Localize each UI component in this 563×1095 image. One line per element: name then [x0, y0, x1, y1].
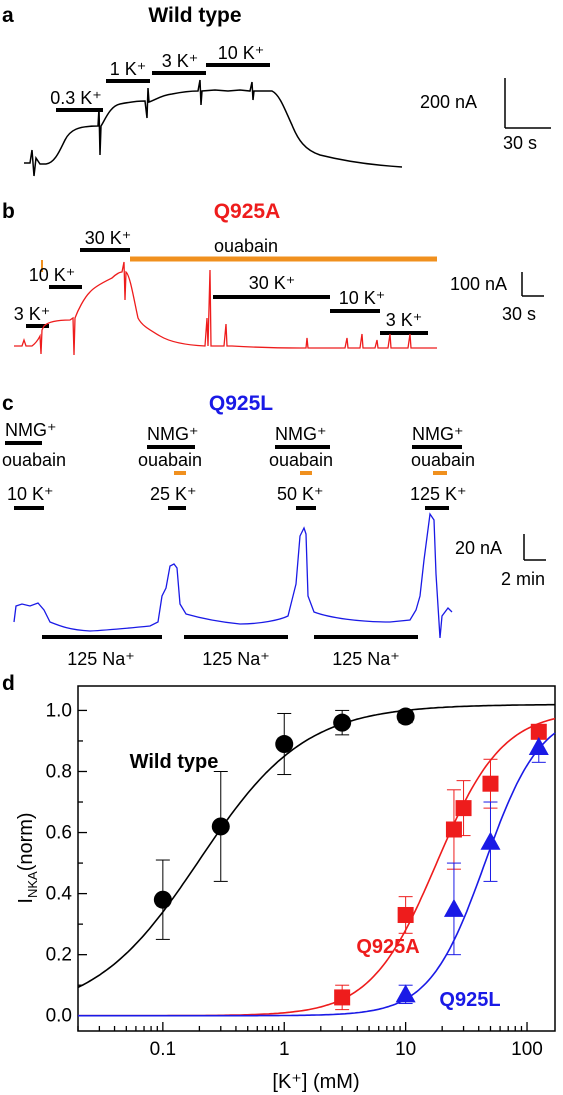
- data-point-square: [482, 775, 499, 792]
- series-labels: Wild type Q925A Q925L: [130, 751, 501, 1011]
- x-tick-label: 0.1: [150, 1039, 176, 1060]
- scale-bar-a: [504, 78, 551, 129]
- trace-q925l: [13, 512, 453, 639]
- data-point-circle: [275, 735, 294, 754]
- fit-curve-q925l: [78, 732, 556, 1017]
- panel-c-title: Q925L: [209, 392, 273, 415]
- data-point-square: [455, 800, 472, 817]
- bar-label-b-3k-2: 3 K⁺: [386, 310, 423, 330]
- scale-c-x: 2 min: [501, 569, 545, 589]
- x-tick-label: 100: [511, 1039, 543, 1060]
- y-tick-label: 0.6: [46, 823, 72, 844]
- data-point-square: [530, 723, 547, 740]
- bar-label-0.3k: 0.3 K⁺: [50, 88, 102, 108]
- panel-b-bars: [26, 248, 428, 335]
- fit-curve-wild-type: [77, 703, 555, 989]
- bar-label-3k: 3 K⁺: [162, 51, 199, 71]
- bar-label-b-30k: 30 K⁺: [85, 228, 132, 248]
- ouabain-label-1: ouabain: [2, 450, 66, 470]
- ouabain-label-2: ouabain: [138, 450, 202, 470]
- fit-curves: [77, 703, 556, 1017]
- bar-label-b-30k-2: 30 K⁺: [249, 273, 296, 293]
- data-point-square: [397, 906, 414, 923]
- nmg-label-3: NMG⁺: [275, 424, 327, 444]
- panel-a: a Wild type 0.3 K⁺ 1 K⁺ 3 K⁺ 10 K⁺ 200 n…: [2, 4, 551, 177]
- na-label-1: 125 Na⁺: [67, 649, 135, 669]
- panel-a-letter: a: [2, 4, 14, 27]
- k-label-4: 125 K⁺: [410, 484, 467, 504]
- bar-label-1k: 1 K⁺: [110, 59, 147, 79]
- scale-a-y: 200 nA: [420, 92, 477, 112]
- panel-d-letter: d: [2, 672, 15, 695]
- x-tick-label: 10: [395, 1039, 416, 1060]
- nmg-label-1: NMG⁺: [5, 420, 57, 440]
- data-point-triangle: [395, 984, 416, 1003]
- bar-label-b-10k-2: 10 K⁺: [339, 288, 386, 308]
- na-label-2: 125 Na⁺: [202, 649, 270, 669]
- series-label: Wild type: [130, 751, 219, 773]
- svg-text:INKA(norm): INKA(norm): [15, 812, 40, 903]
- series-label: Q925A: [356, 936, 419, 958]
- nmg-group-4: NMG⁺ ouabain 125 K⁺: [410, 424, 475, 510]
- nmg-label-2: NMG⁺: [147, 424, 199, 444]
- panel-c-letter: c: [2, 392, 14, 415]
- bar-label-b-10k: 10 K⁺: [29, 265, 76, 285]
- panel-a-bars: [56, 63, 270, 112]
- panel-b: b Q925A ouabain 3 K⁺ 10 K⁺ 30 K⁺ 30 K⁺ 1…: [2, 200, 544, 356]
- data-point-triangle: [443, 898, 464, 917]
- y-tick-label: 0.2: [46, 945, 72, 966]
- scale-a-x: 30 s: [503, 133, 537, 153]
- x-tick-label: 1: [279, 1039, 290, 1060]
- data-point-circle: [153, 890, 172, 909]
- scale-b-y: 100 nA: [450, 274, 507, 294]
- y-tick-label: 0.4: [46, 884, 73, 905]
- y-axis-label-group: INKA(norm): [15, 812, 40, 903]
- k-label-2: 25 K⁺: [150, 484, 197, 504]
- ouabain-label: ouabain: [214, 236, 278, 256]
- y-tick-label: 0.0: [46, 1006, 72, 1027]
- scale-bar-b: [521, 272, 544, 297]
- scale-b-x: 30 s: [502, 304, 536, 324]
- y-tick-label: 1.0: [46, 700, 72, 721]
- y-axis-label-suffix: (norm): [15, 812, 37, 871]
- data-point-circle: [396, 707, 415, 726]
- y-axis-label-sub: NKA: [25, 871, 40, 898]
- ouabain-label-3: ouabain: [269, 450, 333, 470]
- data-point-triangle: [480, 831, 501, 850]
- nmg-group-1: NMG⁺ ouabain 10 K⁺: [2, 420, 66, 510]
- y-axis-label: I: [15, 898, 37, 904]
- k-label-3: 50 K⁺: [277, 484, 324, 504]
- panel-a-title: Wild type: [148, 4, 241, 27]
- panel-c: c Q925L NMG⁺ ouabain 10 K⁺ NMG⁺ ouabain …: [2, 392, 546, 669]
- panel-d: d 0.1 1 10 100 0.0 0.2 0.4 0.6 0.8 1.0 Wild type Q…: [2, 672, 556, 1093]
- scale-c-y: 20 nA: [455, 538, 502, 558]
- nmg-label-4: NMG⁺: [412, 424, 464, 444]
- trace-wild-type: [24, 79, 403, 177]
- series-label: Q925L: [439, 989, 500, 1011]
- y-tick-label: 0.8: [46, 761, 72, 782]
- data-point-square: [445, 821, 462, 838]
- plot-frame: [77, 685, 556, 1032]
- panel-b-letter: b: [2, 200, 15, 223]
- data-point-triangle: [528, 737, 549, 756]
- bar-label-10k: 10 K⁺: [218, 43, 265, 63]
- x-axis-label: [K⁺] (mM): [272, 1071, 359, 1093]
- trace-q925a: [14, 261, 437, 356]
- nmg-group-2: NMG⁺ ouabain 25 K⁺: [138, 424, 202, 510]
- ouabain-label-4: ouabain: [411, 450, 475, 470]
- k-label-1: 10 K⁺: [7, 484, 54, 504]
- data-point-circle: [211, 817, 230, 836]
- panel-b-title: Q925A: [214, 200, 281, 223]
- na-label-3: 125 Na⁺: [332, 649, 400, 669]
- scale-bar-c: [523, 534, 546, 561]
- nmg-group-3: NMG⁺ ouabain 50 K⁺: [269, 424, 333, 510]
- bar-label-b-3k: 3 K⁺: [14, 304, 51, 324]
- data-point-circle: [333, 713, 352, 732]
- data-points: [153, 707, 549, 1006]
- data-point-square: [334, 989, 351, 1006]
